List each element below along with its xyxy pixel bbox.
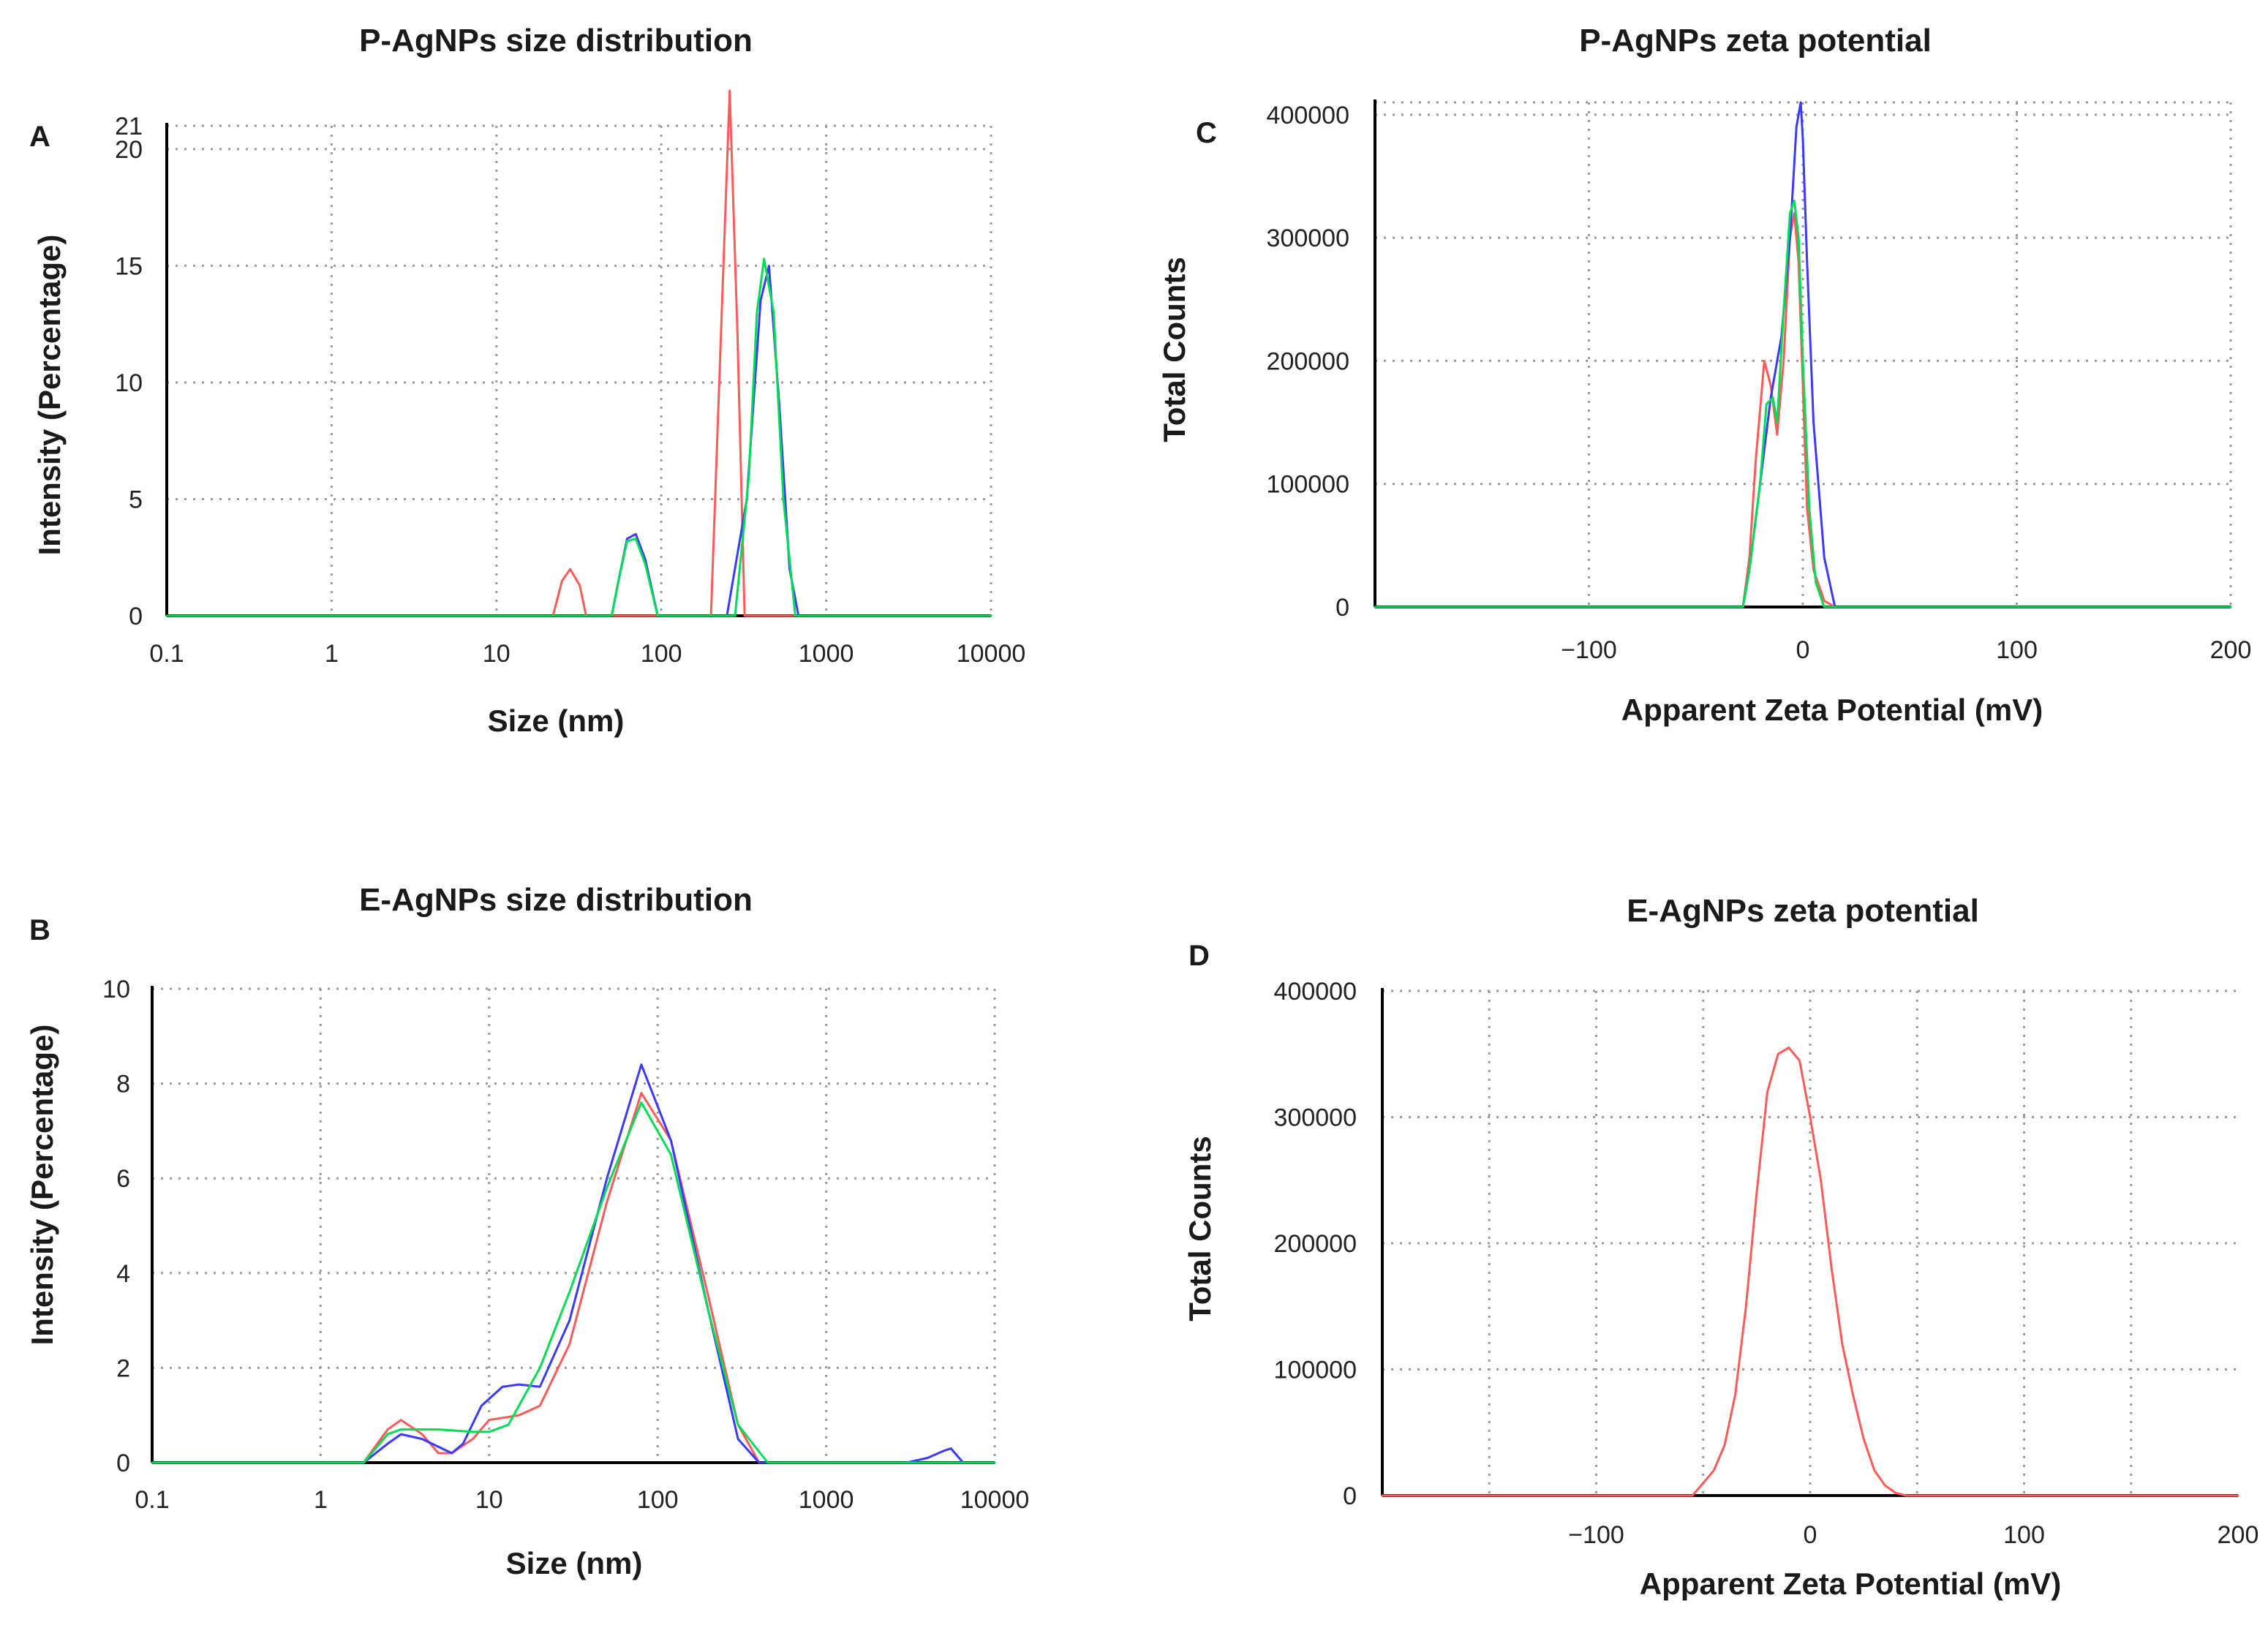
grid-lines [1382, 989, 2238, 1496]
y-tick-label: 400000 [1274, 978, 1357, 1006]
x-tick-label: 10000 [957, 640, 1026, 668]
y-tick-label: 20 [115, 136, 143, 164]
x-tick-label: 100 [637, 1486, 679, 1514]
y-tick-label: 6 [116, 1165, 130, 1193]
y-tick-label: 200000 [1274, 1230, 1357, 1258]
x-axis-title: Size (nm) [488, 704, 625, 738]
x-tick-label: 200 [2210, 636, 2252, 664]
x-axis-title: Apparent Zeta Potential (mV) [1640, 1566, 2061, 1601]
y-tick-label: 10 [115, 369, 143, 397]
y-axis-title: Intensity (Percentage) [32, 235, 67, 556]
y-tick-label: 4 [116, 1260, 130, 1288]
y-tick-label: 300000 [1267, 225, 1349, 252]
y-tick-label: 400000 [1267, 102, 1349, 129]
x-tick-label: 100 [641, 640, 682, 668]
y-tick-label: 5 [129, 486, 143, 513]
y-tick-label: 2 [116, 1354, 130, 1382]
y-tick-label: 10 [102, 976, 130, 1003]
series-line-2 [151, 1063, 996, 1464]
y-tick-label: 8 [116, 1071, 130, 1098]
x-tick-label: −100 [1561, 636, 1617, 664]
x-tick-label: 0 [1804, 1521, 1817, 1549]
grid-lines [1375, 101, 2232, 607]
series-line-3 [165, 257, 992, 617]
series-line-3 [151, 1101, 996, 1464]
y-axis-title: Total Counts [1157, 257, 1191, 442]
series-line-1 [1381, 1047, 2239, 1497]
y-tick-label: 0 [116, 1449, 130, 1477]
x-tick-label: 1000 [799, 1486, 854, 1514]
panel-a-size-distribution: P-AgNPs size distribution A Size (nm) In… [29, 23, 1025, 738]
x-tick-label: 0.1 [149, 640, 184, 668]
chart-title: P-AgNPs size distribution [359, 23, 753, 59]
y-axis-title: Intensity (Percentage) [25, 1025, 59, 1346]
y-tick-label: 0 [1343, 1482, 1357, 1510]
panel-letter: B [29, 914, 50, 946]
series-lines [1374, 101, 2232, 608]
x-tick-label: 1000 [799, 640, 854, 668]
x-tick-label: 10 [483, 640, 511, 668]
series-lines [1381, 1047, 2239, 1497]
series-line-1 [165, 89, 992, 617]
series-line-1 [151, 1092, 996, 1464]
series-lines [165, 89, 992, 617]
x-tick-label: −100 [1568, 1521, 1624, 1549]
x-tick-label: 1 [325, 640, 339, 668]
panel-d-zeta-potential: E-AgNPs zeta potential D Apparent Zeta P… [1183, 893, 2258, 1601]
y-tick-label: 21 [115, 113, 143, 140]
x-tick-label: 100 [2003, 1521, 2045, 1549]
series-lines [151, 1063, 996, 1464]
x-tick-label: 100 [1996, 636, 2038, 664]
panel-b-size-distribution: E-AgNPs size distribution B Size (nm) In… [25, 882, 1029, 1580]
y-tick-label: 0 [129, 603, 143, 630]
x-tick-label: 10 [475, 1486, 503, 1514]
y-tick-label: 15 [115, 252, 143, 280]
panel-letter: A [29, 121, 50, 153]
panel-c-zeta-potential: P-AgNPs zeta potential C Apparent Zeta P… [1157, 23, 2251, 727]
y-tick-label: 100000 [1274, 1357, 1357, 1384]
x-tick-label: 1 [314, 1486, 328, 1514]
chart-title: E-AgNPs zeta potential [1627, 893, 1979, 929]
y-tick-label: 100000 [1267, 471, 1349, 499]
y-tick-label: 200000 [1267, 347, 1349, 375]
x-tick-label: 0 [1796, 636, 1810, 664]
series-line-3 [1374, 200, 2232, 608]
y-axis-title: Total Counts [1183, 1136, 1217, 1322]
chart-title: P-AgNPs zeta potential [1579, 23, 1932, 59]
x-axis-title: Apparent Zeta Potential (mV) [1621, 693, 2043, 727]
x-axis-title: Size (nm) [506, 1546, 643, 1580]
tick-labels: −100 0 100 200 0 100000 200000 300000 400000 [1274, 978, 2259, 1549]
panel-letter: C [1196, 117, 1217, 149]
y-tick-label: 0 [1335, 594, 1349, 622]
panel-letter: D [1188, 940, 1210, 972]
chart-title: E-AgNPs size distribution [359, 882, 753, 918]
x-tick-label: 10000 [960, 1486, 1030, 1514]
x-tick-label: 200 [2218, 1521, 2259, 1549]
x-tick-label: 0.1 [135, 1486, 169, 1514]
tick-labels: 0.1 1 10 100 1000 10000 0 2 4 6 8 10 [102, 976, 1029, 1514]
y-tick-label: 300000 [1274, 1104, 1357, 1132]
tick-labels: −100 0 100 200 0 100000 200000 300000 400000 [1267, 102, 2252, 664]
